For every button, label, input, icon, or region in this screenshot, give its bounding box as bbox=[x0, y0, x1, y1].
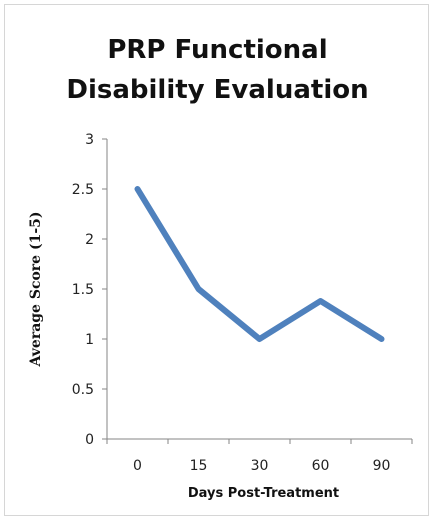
y-axis-title: Average Score (1-5) bbox=[28, 211, 44, 367]
y-tick-label: 3 bbox=[85, 132, 94, 148]
x-tick-label: 90 bbox=[373, 458, 391, 474]
y-tick-label: 2.5 bbox=[72, 182, 94, 198]
chart-title-line-1: PRP Functional bbox=[107, 35, 328, 65]
y-tick-label: 1 bbox=[85, 332, 94, 348]
x-axis-title: Days Post-Treatment bbox=[188, 486, 339, 501]
x-axis-ticks: 0 15 30 60 90 bbox=[106, 439, 413, 474]
y-tick-label: 0 bbox=[85, 432, 94, 448]
x-tick-label: 0 bbox=[133, 458, 142, 474]
chart-frame bbox=[4, 4, 429, 516]
x-tick-label: 30 bbox=[251, 458, 269, 474]
chart-title: PRP Functional Disability Evaluation bbox=[0, 30, 435, 110]
x-tick-label: 15 bbox=[190, 458, 208, 474]
y-tick-label: 2 bbox=[85, 232, 94, 248]
y-axis-ticks: 0 0.5 1 1.5 2 2.5 3 bbox=[72, 132, 107, 448]
y-tick-label: 0.5 bbox=[72, 382, 94, 398]
x-tick-label: 60 bbox=[312, 458, 330, 474]
chart-title-line-2: Disability Evaluation bbox=[66, 75, 369, 105]
series-line bbox=[134, 186, 385, 342]
y-tick-label: 1.5 bbox=[72, 282, 94, 298]
